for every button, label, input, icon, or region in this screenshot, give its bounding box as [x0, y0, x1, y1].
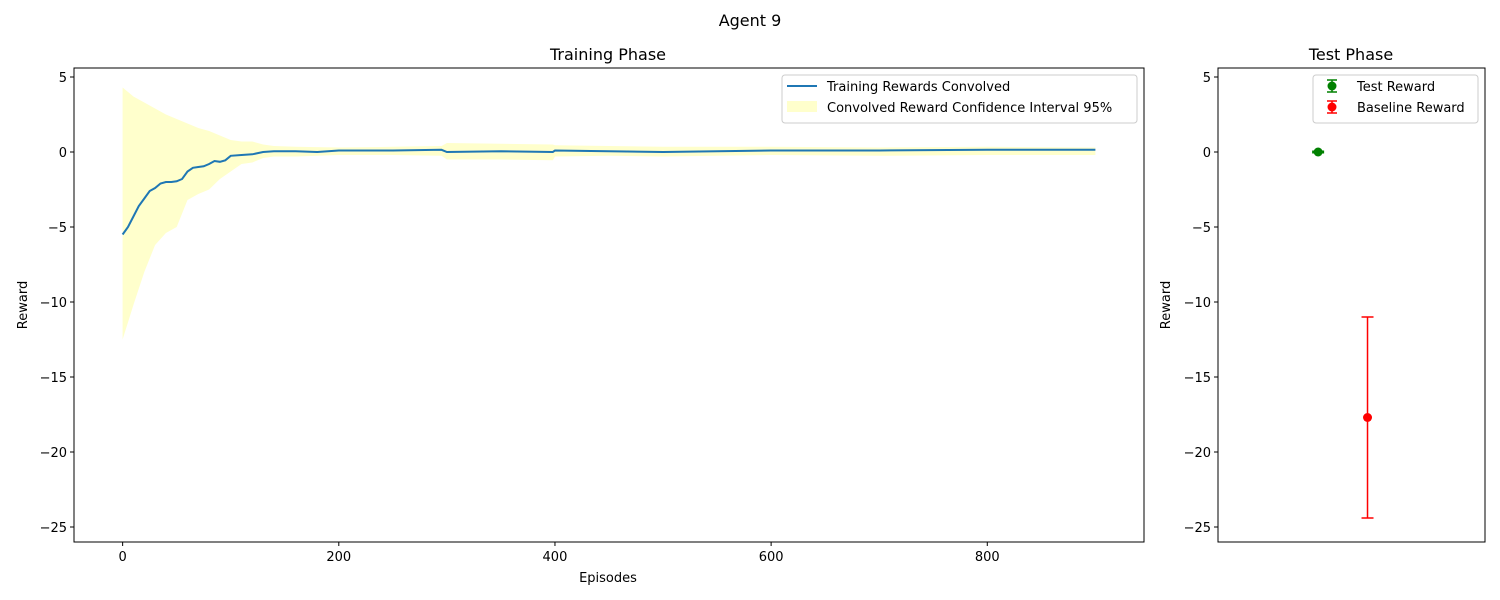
legend-confidence-interval: Convolved Reward Confidence Interval 95%	[827, 101, 1112, 116]
test-legend: Test Reward Baseline Reward	[1312, 74, 1479, 124]
x-tick-label: 800	[975, 550, 1000, 565]
legend-test-reward: Test Reward	[1356, 80, 1435, 95]
test-reward-point	[1313, 147, 1323, 157]
y-tick-label: 5	[59, 71, 67, 86]
test-y-axis-label: Reward	[1159, 281, 1174, 329]
y-tick-label: −15	[40, 371, 67, 386]
training-chart: Training Phase 0 200 400 600 800 5 0 −5 −10 −15 −…	[16, 45, 1145, 586]
y-tick-label: 5	[1203, 71, 1211, 86]
legend-training-rewards: Training Rewards Convolved	[826, 80, 1010, 95]
y-tick-label: −20	[1184, 446, 1211, 461]
test-points-layer	[1312, 147, 1374, 519]
y-tick-label: −10	[40, 296, 67, 311]
y-tick-label: 0	[59, 146, 67, 161]
y-tick-label: −25	[1184, 521, 1211, 536]
x-tick-label: 0	[118, 550, 126, 565]
y-tick-label: −25	[40, 521, 67, 536]
test-chart: Test Phase 5 0 −5 −10 −15 −20 −25 Reward Test …	[1159, 45, 1486, 543]
confidence-band-swatch	[787, 101, 817, 112]
y-tick-label: −10	[1184, 296, 1211, 311]
test-chart-title: Test Phase	[1308, 45, 1393, 64]
test-y-ticks: 5 0 −5 −10 −15 −20 −25	[1184, 71, 1218, 536]
training-line-layer	[121, 148, 1096, 236]
x-tick-label: 200	[326, 550, 351, 565]
training-y-axis-label: Reward	[16, 281, 31, 329]
training-chart-title: Training Phase	[549, 45, 666, 64]
figure-title: Agent 9	[719, 11, 782, 30]
y-tick-label: 0	[1203, 146, 1211, 161]
baseline-reward-swatch	[1327, 100, 1337, 114]
training-x-axis-label: Episodes	[579, 571, 637, 586]
training-legend: Training Rewards Convolved Convolved Rew…	[781, 74, 1138, 124]
legend-baseline-reward: Baseline Reward	[1357, 101, 1465, 116]
training-plot-frame	[73, 67, 1145, 543]
x-tick-label: 400	[543, 550, 568, 565]
x-tick-label: 600	[759, 550, 784, 565]
training-legend-box	[781, 74, 1138, 124]
confidence-band	[122, 87, 1096, 340]
training-y-ticks: 5 0 −5 −10 −15 −20 −25	[40, 71, 74, 536]
test-plot-frame	[1217, 67, 1486, 543]
y-tick-label: −15	[1184, 371, 1211, 386]
training-x-ticks: 0 200 400 600 800	[118, 542, 1000, 565]
y-tick-label: −5	[1192, 221, 1211, 236]
test-reward-swatch	[1327, 79, 1337, 93]
training-rewards-line	[121, 148, 1096, 236]
baseline-reward-point	[1363, 413, 1373, 422]
y-tick-label: −5	[48, 221, 67, 236]
confidence-band-layer	[122, 87, 1096, 340]
y-tick-label: −20	[40, 446, 67, 461]
test-legend-box	[1312, 74, 1479, 124]
